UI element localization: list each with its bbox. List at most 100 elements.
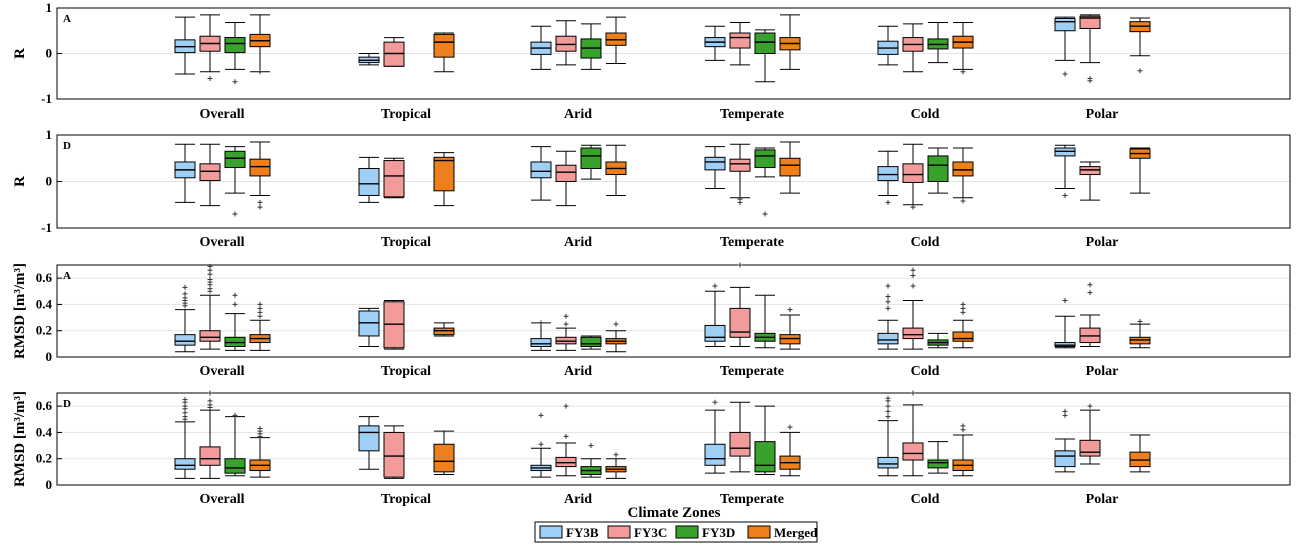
box-iqr <box>927 459 949 469</box>
box-iqr <box>952 331 974 342</box>
category-label: Temperate <box>720 235 784 250</box>
box-fy3c-tropical <box>383 157 405 199</box>
outlier-point <box>885 414 891 420</box>
y-tick-label: 0 <box>46 477 53 492</box>
y-tick-label: 0.6 <box>36 398 53 413</box>
box-iqr <box>704 443 726 466</box>
box-fy3b-arid <box>530 320 552 351</box>
outlier-point <box>1087 290 1093 296</box>
box-iqr <box>902 442 924 461</box>
category-label: Polar <box>1086 235 1119 250</box>
outlier-point <box>613 452 619 458</box>
box-merged-arid <box>605 321 627 353</box>
panel-4-categories: Overall Tropical Arid Temperate Cold Polar <box>199 492 1118 507</box>
axes-frame <box>56 264 1291 358</box>
box-iqr <box>877 166 899 182</box>
box-fy3d-temperate <box>754 29 776 83</box>
legend-label: FY3C <box>634 525 667 540</box>
outlier-point <box>885 395 891 401</box>
box-fy3c-cold <box>902 267 924 350</box>
y-tick-label: -1 <box>41 220 52 235</box>
outlier-point <box>207 398 213 404</box>
outlier-point <box>885 294 891 300</box>
outlier-point <box>1062 71 1068 77</box>
category-label: Overall <box>199 364 244 379</box>
category-label: Temperate <box>720 107 784 122</box>
category-label: Tropical <box>381 364 431 379</box>
category-label: Temperate <box>720 492 784 507</box>
category-label: Overall <box>199 107 244 122</box>
box-merged-temperate <box>779 14 801 70</box>
box-fy3b-temperate <box>704 25 726 61</box>
panel-4: 0.6 0.4 0.2 0 D RMSD [m³/m³] <box>12 390 1291 492</box>
outlier-point <box>232 79 238 85</box>
box-fy3b-cold <box>877 25 899 66</box>
outlier-point <box>1062 192 1068 198</box>
box-iqr <box>902 327 924 340</box>
box-iqr <box>729 32 751 49</box>
outlier-point <box>960 423 966 429</box>
outlier-point <box>910 390 916 396</box>
box-fy3c-overall <box>199 14 221 82</box>
box-fy3d-arid <box>580 23 602 70</box>
y-axis-label: R <box>12 48 28 59</box>
legend-item-fy3b: FY3B <box>539 525 599 540</box>
box-iqr <box>779 157 801 177</box>
legend-label: Merged <box>774 525 818 540</box>
box-merged-overall <box>249 425 271 478</box>
box-fy3c-tropical <box>383 425 405 479</box>
box-fy3c-polar <box>1079 403 1101 465</box>
outlier-point <box>1087 282 1093 288</box>
box-iqr <box>199 163 221 182</box>
category-label: Cold <box>911 364 940 379</box>
outlier-point <box>1137 319 1143 325</box>
outlier-point <box>563 433 569 439</box>
legend-item-fy3d: FY3D <box>675 525 735 540</box>
box-iqr <box>358 167 380 196</box>
legend-item-fy3c: FY3C <box>607 525 667 540</box>
box-merged-temperate <box>779 141 801 194</box>
box-fy3c-polar <box>1079 161 1101 201</box>
outlier-point <box>885 403 891 409</box>
y-axis-label: R <box>12 176 28 187</box>
box-iqr <box>383 431 405 478</box>
y-axis-label: RMSD [m³/m³] <box>12 263 28 359</box>
box-iqr <box>704 324 726 342</box>
box-merged-tropical <box>433 322 455 337</box>
box-iqr <box>224 458 246 474</box>
outlier-point <box>787 424 793 430</box>
outlier-point <box>1087 403 1093 409</box>
box-iqr <box>555 164 577 183</box>
box-fy3b-cold <box>877 283 899 350</box>
panel-label: A <box>63 13 71 25</box>
outlier-point <box>257 204 263 210</box>
outlier-point <box>207 276 213 282</box>
box-fy3b-tropical <box>358 416 380 470</box>
box-merged-temperate <box>779 424 801 477</box>
box-iqr <box>383 160 405 198</box>
box-fy3d-overall <box>224 146 246 217</box>
box-iqr <box>754 441 776 473</box>
outlier-point <box>1062 297 1068 303</box>
y-tick-label: 0 <box>46 349 53 364</box>
y-tick-label: 1 <box>46 127 53 142</box>
outlier-point <box>232 412 238 418</box>
box-fy3c-temperate <box>729 401 751 473</box>
box-fy3d-arid <box>580 144 602 180</box>
box-iqr <box>952 161 974 177</box>
box-iqr <box>199 446 221 466</box>
y-tick-label: 0.2 <box>36 323 52 338</box>
box-fy3b-arid <box>530 146 552 201</box>
box-iqr <box>1054 17 1076 32</box>
outlier-point <box>910 204 916 210</box>
outlier-point <box>563 321 569 327</box>
box-fy3d-overall <box>224 22 246 85</box>
box-merged-polar <box>1129 17 1151 74</box>
panel-label: A <box>63 270 71 282</box>
box-fy3b-temperate <box>704 146 726 189</box>
box-iqr <box>729 307 751 338</box>
outlier-point <box>910 273 916 279</box>
panel-3: 0.6 0.4 0.2 0 A RMSD [m³/m³] Overall Tropical Ar… <box>12 262 1291 379</box>
y-tick-label: 0.2 <box>36 451 52 466</box>
